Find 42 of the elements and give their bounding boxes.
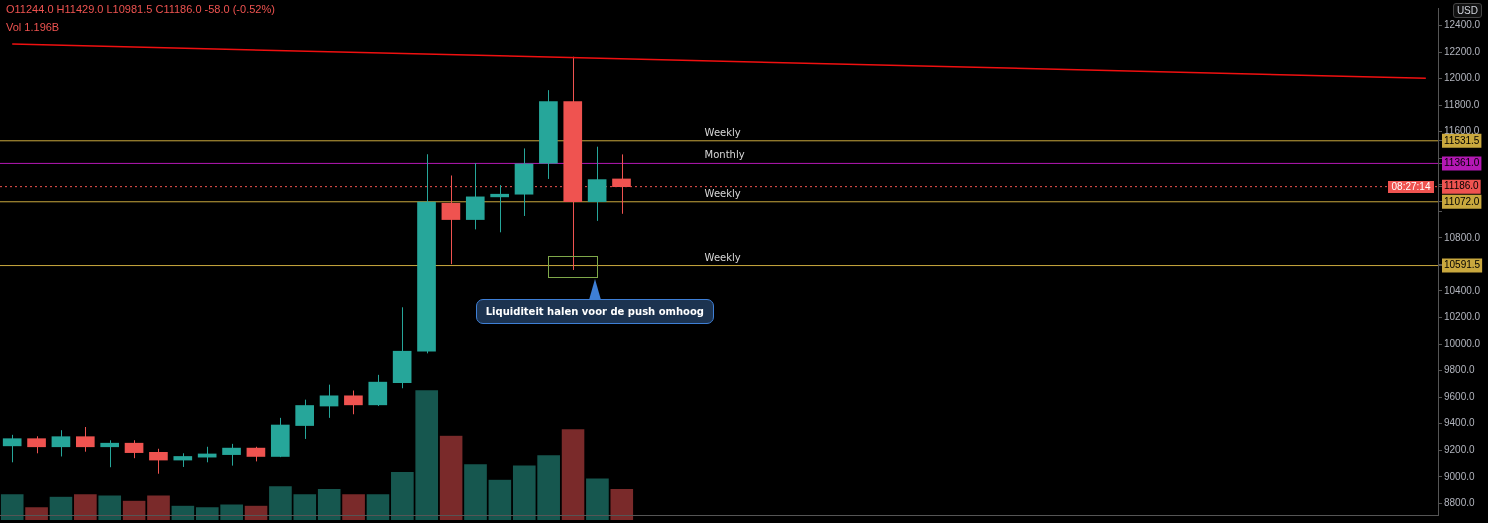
ref-line-label: Weekly: [704, 251, 741, 263]
y-tick-label: 10591.5: [1444, 259, 1481, 271]
y-tick-label: 12400.0: [1444, 19, 1481, 31]
y-tick-label: 12200.0: [1444, 45, 1481, 57]
candlestick: [368, 374, 388, 407]
y-tick-label: 12000.0: [1444, 72, 1481, 84]
y-tick-label: 9600.0: [1444, 390, 1476, 402]
y-tick-label: 10000.0: [1444, 337, 1481, 349]
y-tick-label: 11800.0: [1444, 98, 1480, 110]
candlestick: [2, 434, 22, 463]
candlestick: [100, 439, 120, 468]
y-tick-label: 11186.0: [1444, 180, 1480, 192]
candlestick: [465, 162, 485, 230]
y-tick-label: 9200.0: [1444, 443, 1476, 455]
ref-line-label: Monthly: [704, 149, 745, 161]
y-tick-label: 10800.0: [1444, 231, 1481, 243]
annotation: Liquiditeit halen voor de push omhoog: [475, 298, 715, 324]
candlestick: [587, 146, 607, 222]
y-tick-label: 9400.0: [1444, 417, 1476, 429]
ref-line-label: Weekly: [704, 126, 741, 138]
annotation: O11244.0 H11429.0 L10981.5 C11186.0 -58.0 (-0.52%): [6, 3, 275, 15]
y-tick-label: 11600.0: [1444, 125, 1480, 137]
y-tick-label: 10200.0: [1444, 311, 1481, 323]
text: USD: [1452, 3, 1482, 18]
annotation: 08:27:14: [1388, 180, 1434, 193]
candlestick: [490, 184, 509, 233]
candlestick: [319, 384, 339, 419]
y-tick-label: 8800.0: [1444, 497, 1476, 509]
candlestick: [222, 443, 241, 467]
annotation: Vol 1.196B: [6, 21, 60, 33]
candlestick: [75, 426, 95, 453]
y-tick-label: 11072.0: [1444, 195, 1480, 207]
candlestick: [295, 399, 314, 440]
candlestick: [51, 429, 71, 457]
y-tick-label: 11361.0: [1444, 157, 1480, 169]
candlestick: [344, 390, 363, 415]
candlestick: [149, 448, 168, 475]
y-tick-label: 9000.0: [1444, 470, 1476, 482]
y-tick-label: 11531.5: [1444, 134, 1480, 146]
y-tick-label: 9800.0: [1444, 364, 1476, 376]
ref-line-label: Weekly: [704, 187, 741, 199]
y-tick-label: 10400.0: [1444, 284, 1481, 296]
